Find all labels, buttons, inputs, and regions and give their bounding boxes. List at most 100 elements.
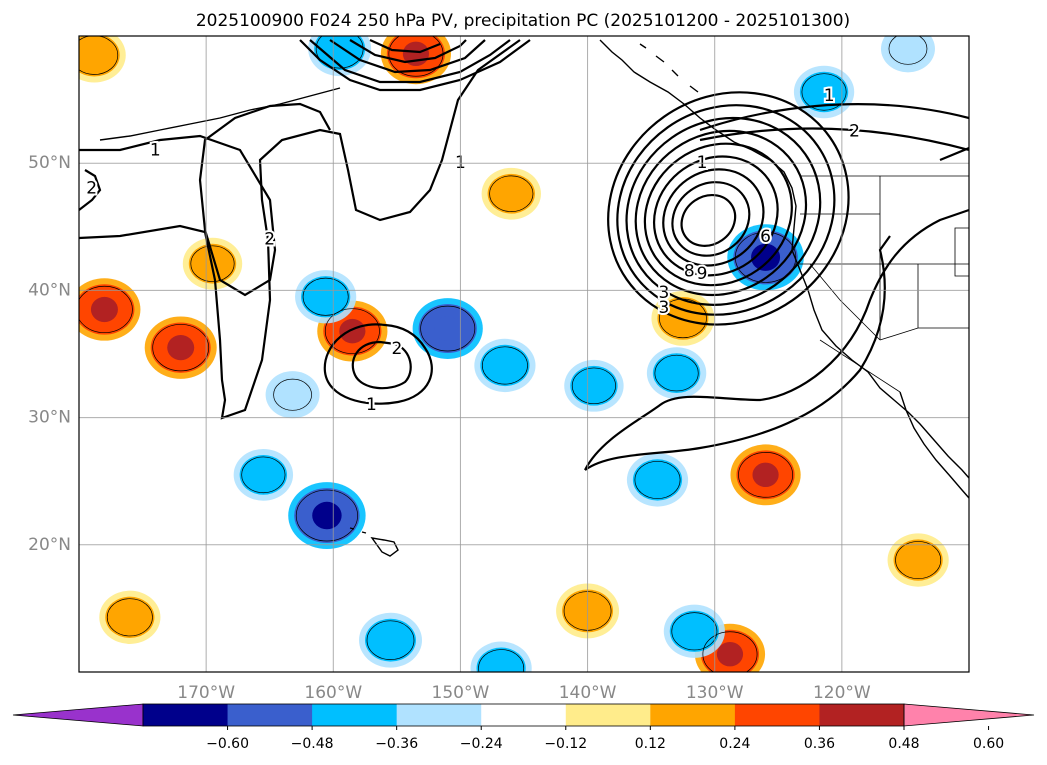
longitude-tick-label: 140°W [559,683,617,703]
pv-contour-2-dateline [79,169,102,211]
precipitation-outline-layer [79,36,942,672]
pv-contour-north-5 [369,38,441,54]
pv-contour-2-east-edge [939,146,969,162]
precip-anomaly-outline [478,649,525,672]
pv-contour-label: 1 [824,86,835,106]
colorbar-segment [565,704,651,726]
pv-contour-label: 9 [697,264,708,284]
precip-anomaly-positive [487,173,535,214]
precip-anomaly-negative [632,459,683,501]
longitude-tick-label: 120°W [813,683,871,703]
precip-anomaly-negative [476,647,526,672]
precip-anomaly-outline [895,541,942,580]
precip-anomaly-core [434,316,461,341]
latitude-tick-label: 40°N [28,280,71,300]
precip-anomaly-outline [106,598,153,637]
precip-anomaly-outline [734,231,797,283]
colorbar-segment [312,704,398,726]
precip-anomaly-core [752,462,779,488]
precip-anomaly-negative [239,454,288,495]
latitude-tick-label: 30°N [28,408,71,428]
precip-anomaly-core [339,318,366,344]
pv-contour-label: 1 [150,140,161,160]
pv-contour-label: 6 [760,227,771,247]
pv-contour-label: 2 [391,339,402,359]
state-border-utah [954,227,969,277]
precip-anomaly-positive [105,596,155,638]
pv-contour-1-east-south [584,235,891,471]
pv-contour-north-4 [349,39,467,64]
colorbar-tick-label: 0.12 [635,736,666,752]
latitude-tick-label: 50°N [28,153,71,173]
pv-trough-contour [662,168,765,267]
pv-contour-1-east-north [699,103,969,132]
colorbar-segment [396,704,482,726]
precip-anomaly-core [167,335,195,361]
aleutian-islands [99,87,341,141]
longitude-tick-label: 150°W [432,683,490,703]
pv-trough-contour [625,116,822,306]
pv-trough-contour [607,91,850,326]
precip-anomaly-outline [388,36,444,77]
pv-trough-contour [616,104,836,316]
pv-contour-label: 2 [86,179,97,199]
mexico-border [819,339,901,393]
precip-anomaly-outline [315,36,364,69]
colorbar [12,703,1035,727]
precip-anomaly-core [751,243,781,271]
precip-anomaly-negative [271,377,314,413]
precip-anomaly-negative [799,71,849,113]
colorbar-segment [227,704,313,726]
precip-anomaly-outline [738,452,794,498]
precip-anomaly-negative [365,618,416,662]
precip-anomaly-outline [634,460,681,499]
precip-anomaly-outline [366,620,415,660]
precip-anomaly-positive [893,539,943,581]
precip-anomaly-outline [654,354,699,392]
colorbar-tick-label: 0.24 [719,736,750,752]
colorbar-segment [819,704,905,726]
colorbar-tick-label: 0.36 [804,736,835,752]
precip-anomaly-positive [79,36,120,77]
precip-anomaly-outline [888,36,928,65]
pv-trough-contour [652,155,779,277]
colorbar-segment [143,704,229,726]
pv-trough-contour [634,129,808,297]
longitude-tick-label: 160°W [304,683,362,703]
precip-anomaly-outline [481,346,528,385]
precip-anomaly-core [716,641,744,667]
colorbar-tick-label: −0.48 [291,736,334,752]
pv-trough-contour [680,193,737,247]
precip-anomaly-outline [295,489,358,542]
colorbar-segment [734,704,820,726]
colorbar-frame [142,703,905,727]
precip-anomaly-outline [79,36,119,75]
precip-anomaly-outline [79,285,133,334]
precip-anomaly-outline [659,298,707,339]
precip-anomaly-negative [301,276,351,318]
precip-anomaly-negative [652,353,701,393]
longitude-tick-label: 130°W [686,683,744,703]
colorbar-segment [481,704,567,726]
longitude-tick-labels: 170°W 160°W 150°W 140°W 130°W 120°W [177,683,871,703]
pv-trough-contour [671,181,751,257]
pv-contour-label: 3 [658,283,669,303]
precip-anomaly-outline [489,175,534,212]
pv-contour-north-3 [329,39,486,74]
precip-anomaly-negative [886,36,929,67]
precip-anomaly-negative [570,365,618,406]
precip-anomaly-core [90,296,118,323]
precip-anomaly-outline [420,305,476,352]
colorbar-extend-low [12,703,144,727]
precip-anomaly-negative [669,610,719,652]
pv-contour-label: 3 [658,298,669,318]
precip-anomaly-core [312,501,342,530]
pv-contour-label: 8 [684,261,695,281]
precip-anomaly-outline [152,324,210,372]
latitude-tick-label: 20°N [28,535,71,555]
precip-anomaly-negative [314,36,366,71]
pv-trough-contour [643,142,793,287]
precip-anomaly-outline [324,308,380,354]
colorbar-extend-high [903,703,1035,727]
